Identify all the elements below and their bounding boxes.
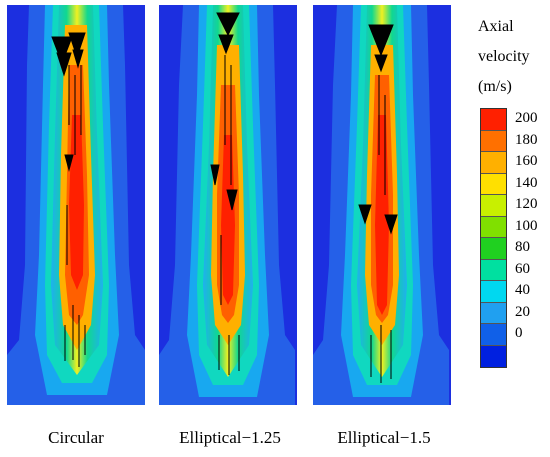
legend-title-line: velocity [478, 48, 530, 65]
colorbar-swatch [481, 302, 506, 324]
colorbar-swatch [481, 152, 506, 174]
contour-plot-elliptical-1-25 [159, 5, 297, 405]
colorbar-swatch [481, 109, 506, 131]
colorbar-tick-label: 40 [515, 282, 530, 298]
contour-panel-circular [7, 5, 145, 405]
contour-panel-elliptical-1-25 [159, 5, 297, 405]
contour-plot-elliptical-1-5 [313, 5, 451, 405]
colorbar-swatch [481, 238, 506, 260]
colorbar-tick-label: 0 [515, 325, 523, 341]
colorbar-tick-label: 160 [515, 153, 538, 169]
colorbar-swatch [481, 216, 506, 238]
colorbar-swatch [481, 173, 506, 195]
caption-circular: Circular [48, 428, 104, 447]
contour-plot-circular [7, 5, 145, 405]
legend-colorbar [480, 108, 507, 368]
legend-title-line: (m/s) [478, 78, 512, 95]
contour-panel-elliptical-1-5 [313, 5, 451, 405]
colorbar-swatch [481, 345, 506, 367]
colorbar-tick-label: 20 [515, 303, 530, 320]
colorbar-swatch [481, 259, 506, 281]
colorbar-swatch [481, 130, 506, 152]
colorbar-tick-label: 200 [515, 110, 538, 126]
legend-tick-labels: 200 180 160 140 120 100 80 60 40 20 0 [515, 108, 550, 345]
colorbar-swatch [481, 324, 506, 346]
legend-title: Axial velocity (m/s) [478, 12, 550, 102]
colorbar-tick-label: 120 [515, 196, 538, 212]
caption-elliptical-1-5: Elliptical−1.5 [337, 428, 431, 447]
colorbar-swatch [481, 281, 506, 303]
legend-title-line: Axial [478, 18, 514, 35]
colorbar-tick-label: 60 [515, 260, 530, 277]
colorbar-tick-label: 140 [515, 174, 538, 191]
colorbar-tick-label: 80 [515, 239, 530, 255]
colorbar-tick-label: 100 [515, 217, 538, 234]
colorbar-swatch [481, 195, 506, 217]
velocity-vectors [51, 32, 86, 367]
caption-elliptical-1-25: Elliptical−1.25 [179, 428, 281, 447]
colorbar-tick-label: 180 [515, 131, 538, 148]
